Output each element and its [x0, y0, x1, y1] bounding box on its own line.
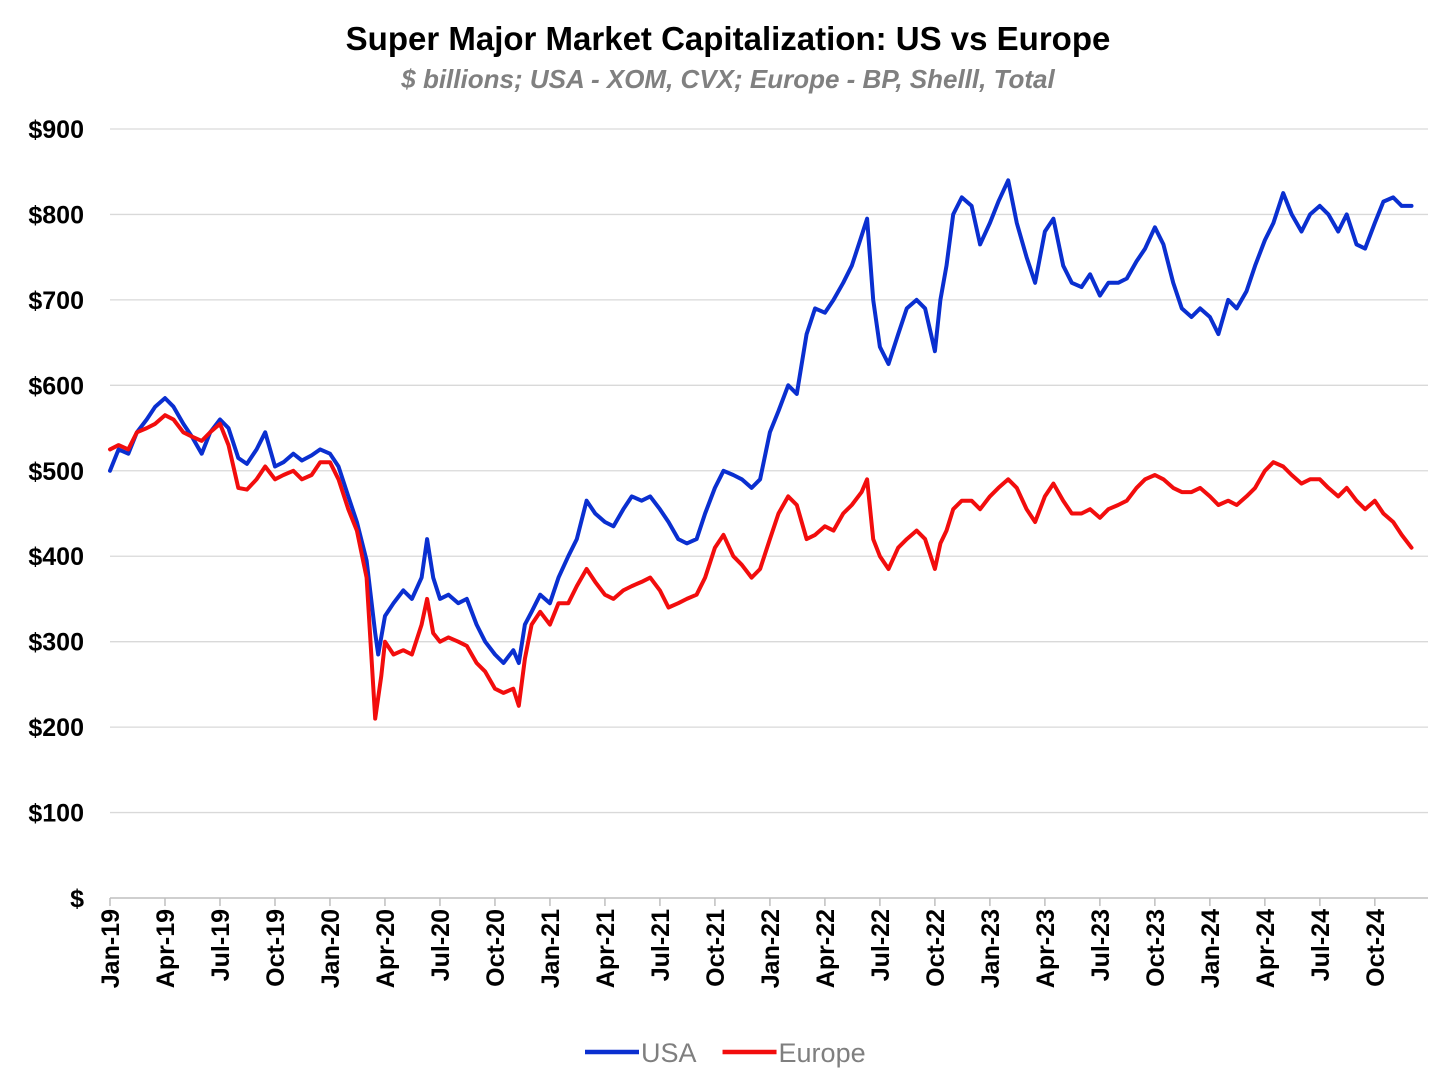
x-tick-label: Jan-19 — [97, 909, 125, 988]
x-tick-label: Apr-19 — [152, 909, 180, 988]
series-line-usa — [108, 178, 1414, 665]
y-tick-label: $400 — [28, 543, 84, 571]
x-tick-label: Jul-23 — [1087, 909, 1115, 981]
y-tick-label: $500 — [28, 458, 84, 486]
y-tick-label: $700 — [28, 287, 84, 315]
x-tick-label: Jul-22 — [867, 909, 895, 981]
legend: USA Europe — [585, 1038, 866, 1068]
x-tick-label: Oct-20 — [482, 909, 510, 987]
series-lines — [108, 178, 1414, 721]
x-tick-label: Apr-22 — [812, 909, 840, 988]
x-tick-label: Apr-21 — [592, 909, 620, 988]
legend-label-usa: USA — [641, 1038, 697, 1068]
y-axis-ticks: $ $100 $200 $300 $400 $500 $600 $700 $800 $900 — [28, 116, 84, 913]
series-line-europe — [108, 413, 1414, 721]
x-tick-label: Jan-20 — [317, 909, 345, 988]
y-tick-label: $800 — [28, 201, 84, 229]
x-tick-label: Oct-23 — [1142, 909, 1170, 987]
x-tick-label: Apr-23 — [1032, 909, 1060, 988]
x-tick-label: Oct-19 — [262, 909, 290, 987]
x-tick-label: Jan-21 — [537, 909, 565, 988]
y-tick-label: $ — [70, 885, 84, 913]
y-tick-label: $100 — [28, 800, 84, 828]
x-tick-label: Oct-22 — [922, 909, 950, 987]
y-tick-label: $600 — [28, 372, 84, 400]
legend-label-europe: Europe — [779, 1038, 866, 1068]
x-tick-label: Jan-24 — [1197, 909, 1225, 988]
y-tick-label: $300 — [28, 629, 84, 657]
x-tick-label: Jul-24 — [1307, 909, 1335, 981]
x-tick-label: Jul-19 — [207, 909, 235, 981]
x-tick-label: Jul-20 — [427, 909, 455, 981]
gridlines — [110, 128, 1428, 814]
x-tick-label: Apr-24 — [1252, 909, 1280, 988]
x-tick-label: Oct-24 — [1362, 909, 1390, 987]
x-tick-label: Oct-21 — [702, 909, 730, 987]
x-tick-label: Jan-22 — [757, 909, 785, 988]
x-tick-label: Apr-20 — [372, 909, 400, 988]
y-tick-label: $200 — [28, 714, 84, 742]
chart-subtitle: $ billions; USA - XOM, CVX; Europe - BP,… — [401, 64, 1055, 94]
chart-title: Super Major Market Capitalization: US vs… — [345, 20, 1111, 57]
y-tick-label: $900 — [28, 116, 84, 144]
x-tick-label: Jul-21 — [647, 909, 675, 981]
x-axis: Jan-19 Apr-19 Jul-19 Oct-19 Jan-20 Apr-20 Jul-… — [97, 897, 1428, 988]
x-tick-label: Jan-23 — [977, 909, 1005, 988]
